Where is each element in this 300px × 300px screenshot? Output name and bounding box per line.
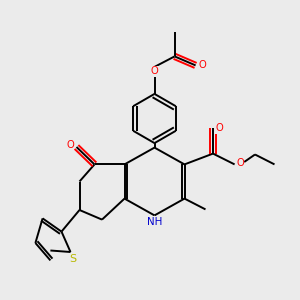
Text: O: O bbox=[151, 66, 158, 76]
Text: O: O bbox=[216, 123, 224, 134]
Text: NH: NH bbox=[147, 217, 162, 227]
Text: S: S bbox=[69, 254, 76, 264]
Text: O: O bbox=[66, 140, 74, 150]
Text: O: O bbox=[236, 158, 244, 168]
Text: O: O bbox=[198, 60, 206, 70]
